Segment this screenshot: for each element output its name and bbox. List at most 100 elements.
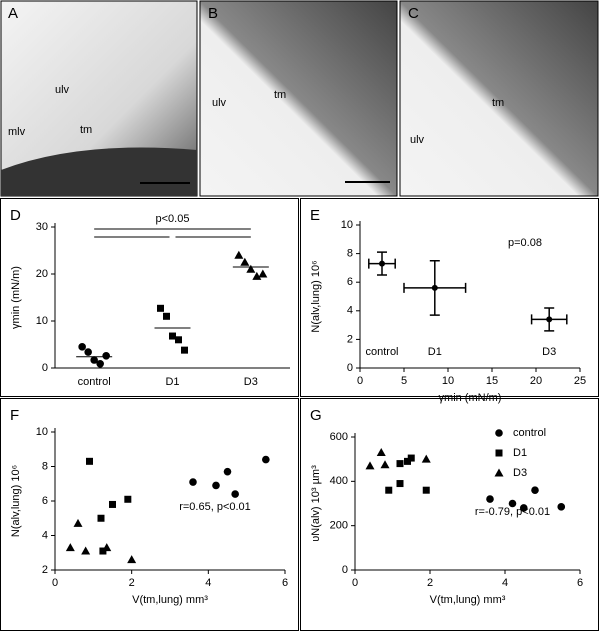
- x-tick-label: 10: [442, 375, 454, 387]
- marker: [102, 543, 112, 552]
- legend-marker: [494, 468, 504, 477]
- marker: [84, 348, 92, 356]
- panel-frame: [0, 398, 299, 631]
- annotation: p<0.05: [156, 213, 190, 225]
- marker: [86, 457, 93, 465]
- marker: [380, 460, 390, 469]
- y-tick-label: 20: [36, 268, 48, 280]
- x-tick-label: 2: [427, 577, 433, 589]
- x-tick-label: 2: [129, 577, 135, 589]
- marker: [109, 500, 116, 508]
- x-tick-label: 6: [577, 577, 583, 589]
- panel-label: D: [10, 207, 21, 224]
- y-tick-label: 10: [341, 219, 353, 231]
- label: mlv: [8, 126, 26, 138]
- panel-label: C: [408, 5, 419, 22]
- marker: [163, 312, 170, 320]
- marker: [212, 481, 220, 490]
- marker: [258, 269, 268, 278]
- x-tick-label: 15: [486, 375, 498, 387]
- y-tick-label: 30: [36, 221, 48, 233]
- marker: [223, 467, 232, 476]
- marker: [262, 455, 270, 464]
- x-tick-label: 0: [352, 577, 358, 589]
- x-tick-label: 0: [52, 577, 58, 589]
- marker: [127, 555, 137, 564]
- marker: [246, 264, 256, 273]
- x-axis-label: V(tm,lung) mm³: [430, 594, 506, 606]
- x-axis-label: V(tm,lung) mm³: [132, 594, 208, 606]
- image: [399, 0, 599, 197]
- annotation: r=0.65, p<0.01: [179, 501, 251, 513]
- label: tm: [274, 89, 286, 101]
- x-axis-label: γmin (mN/m): [439, 392, 502, 404]
- marker: [404, 457, 411, 465]
- y-tick-label: 8: [42, 460, 48, 472]
- marker: [65, 543, 75, 552]
- micrograph-a: A ulv tm mlv: [0, 0, 198, 197]
- x-tick-label: 25: [574, 375, 586, 387]
- legend-marker: [495, 449, 503, 457]
- panel-label: B: [208, 5, 218, 22]
- y-tick-label: 2: [347, 333, 353, 345]
- y-tick-label: 10: [36, 315, 48, 327]
- marker: [78, 343, 86, 351]
- marker: [96, 359, 104, 368]
- marker: [240, 257, 250, 266]
- y-axis-label: υN(alv) 10³ µm³: [310, 465, 322, 542]
- marker: [365, 461, 375, 470]
- point: [431, 284, 438, 291]
- x-tick-label: D3: [244, 376, 258, 388]
- x-tick-label: 4: [205, 577, 211, 589]
- x-tick-label: 6: [282, 577, 288, 589]
- marker: [189, 478, 197, 486]
- micrograph-c: C tm ulv: [399, 0, 599, 197]
- marker: [421, 454, 431, 463]
- label: ulv: [55, 84, 70, 96]
- y-tick-label: 200: [330, 520, 348, 532]
- marker: [531, 486, 539, 495]
- panel-label: G: [310, 407, 322, 424]
- annotation: p=0.08: [508, 237, 542, 249]
- marker: [376, 448, 386, 457]
- marker: [175, 336, 182, 344]
- y-tick-label: 4: [347, 305, 353, 317]
- marker: [73, 518, 83, 527]
- y-tick-label: 6: [42, 495, 48, 507]
- point: [546, 316, 553, 323]
- marker: [508, 499, 517, 508]
- label: tm: [492, 97, 504, 109]
- x-tick-label: control: [78, 376, 111, 388]
- marker: [97, 514, 105, 522]
- x-tick-label: 5: [401, 375, 407, 387]
- point-label: D3: [542, 346, 556, 358]
- marker: [252, 271, 262, 280]
- panel-frame: [0, 198, 299, 397]
- panel-frame: [300, 398, 599, 631]
- marker: [557, 503, 566, 511]
- x-tick-label: 20: [530, 375, 542, 387]
- marker: [486, 495, 494, 503]
- micrograph-b: B ulv tm: [199, 0, 398, 197]
- x-tick-label: D1: [165, 376, 179, 388]
- marker: [519, 504, 528, 512]
- point-label: D1: [428, 346, 442, 358]
- y-axis-label: N(alv,lung) 10⁶: [310, 260, 322, 332]
- marker: [231, 490, 239, 498]
- image: [199, 0, 398, 197]
- point: [379, 260, 385, 267]
- x-tick-label: 0: [357, 375, 363, 387]
- y-tick-label: 0: [42, 362, 48, 374]
- marker: [385, 486, 393, 494]
- legend-label: control: [513, 427, 546, 439]
- marker: [102, 351, 110, 360]
- legend-marker: [495, 429, 503, 437]
- legend-label: D3: [513, 467, 527, 479]
- marker: [234, 250, 244, 259]
- y-tick-label: 2: [42, 564, 48, 576]
- marker: [157, 304, 164, 312]
- label: ulv: [212, 97, 227, 109]
- y-tick-label: 0: [342, 564, 348, 576]
- marker: [81, 546, 91, 555]
- marker: [169, 332, 176, 340]
